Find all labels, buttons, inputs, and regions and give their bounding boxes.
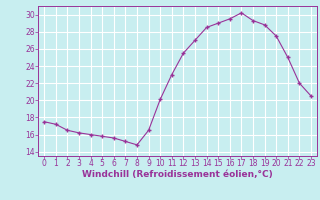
X-axis label: Windchill (Refroidissement éolien,°C): Windchill (Refroidissement éolien,°C)	[82, 170, 273, 179]
